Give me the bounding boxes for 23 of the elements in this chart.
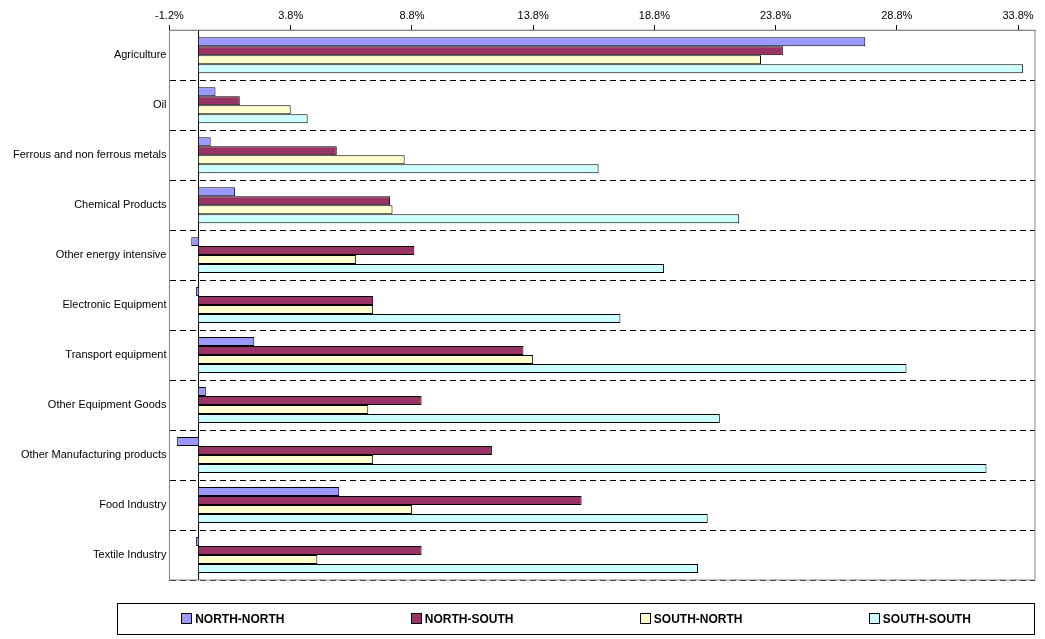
y-tick-label: Other energy intensive xyxy=(55,248,167,261)
y-tick-label: Textile Industry xyxy=(93,548,167,561)
y-tick-label: Electronic Equipment xyxy=(62,298,167,311)
x-tick-label: 18.8% xyxy=(638,8,671,21)
legend-label: NORTH-SOUTH xyxy=(423,612,514,626)
x-tick-label: 13.8% xyxy=(517,8,549,21)
x-tick-label: 3.8% xyxy=(278,8,304,21)
y-tick-label: Other Equipment Goods xyxy=(47,398,167,411)
x-tick-label: 28.8% xyxy=(881,8,913,21)
x-tick-label: 33.8% xyxy=(1002,8,1034,21)
y-tick-label: Oil xyxy=(153,98,167,111)
x-tick-label: -1.2% xyxy=(155,8,185,21)
y-tick-label: Transport equipment xyxy=(65,348,167,361)
legend-label: SOUTH-SOUTH xyxy=(881,612,971,626)
y-tick-label: Ferrous and non ferrous metals xyxy=(12,148,167,161)
y-tick-label: Food Industry xyxy=(99,498,167,511)
y-tick-label: Agriculture xyxy=(113,48,167,61)
x-tick-label: 23.8% xyxy=(759,8,792,21)
legend-label: SOUTH-NORTH xyxy=(652,612,743,626)
x-tick-label: 8.8% xyxy=(399,8,425,21)
y-tick-label: Other Manufacturing products xyxy=(20,448,167,461)
legend-label: NORTH-NORTH xyxy=(194,612,285,626)
y-tick-label: Chemical Products xyxy=(74,198,167,211)
